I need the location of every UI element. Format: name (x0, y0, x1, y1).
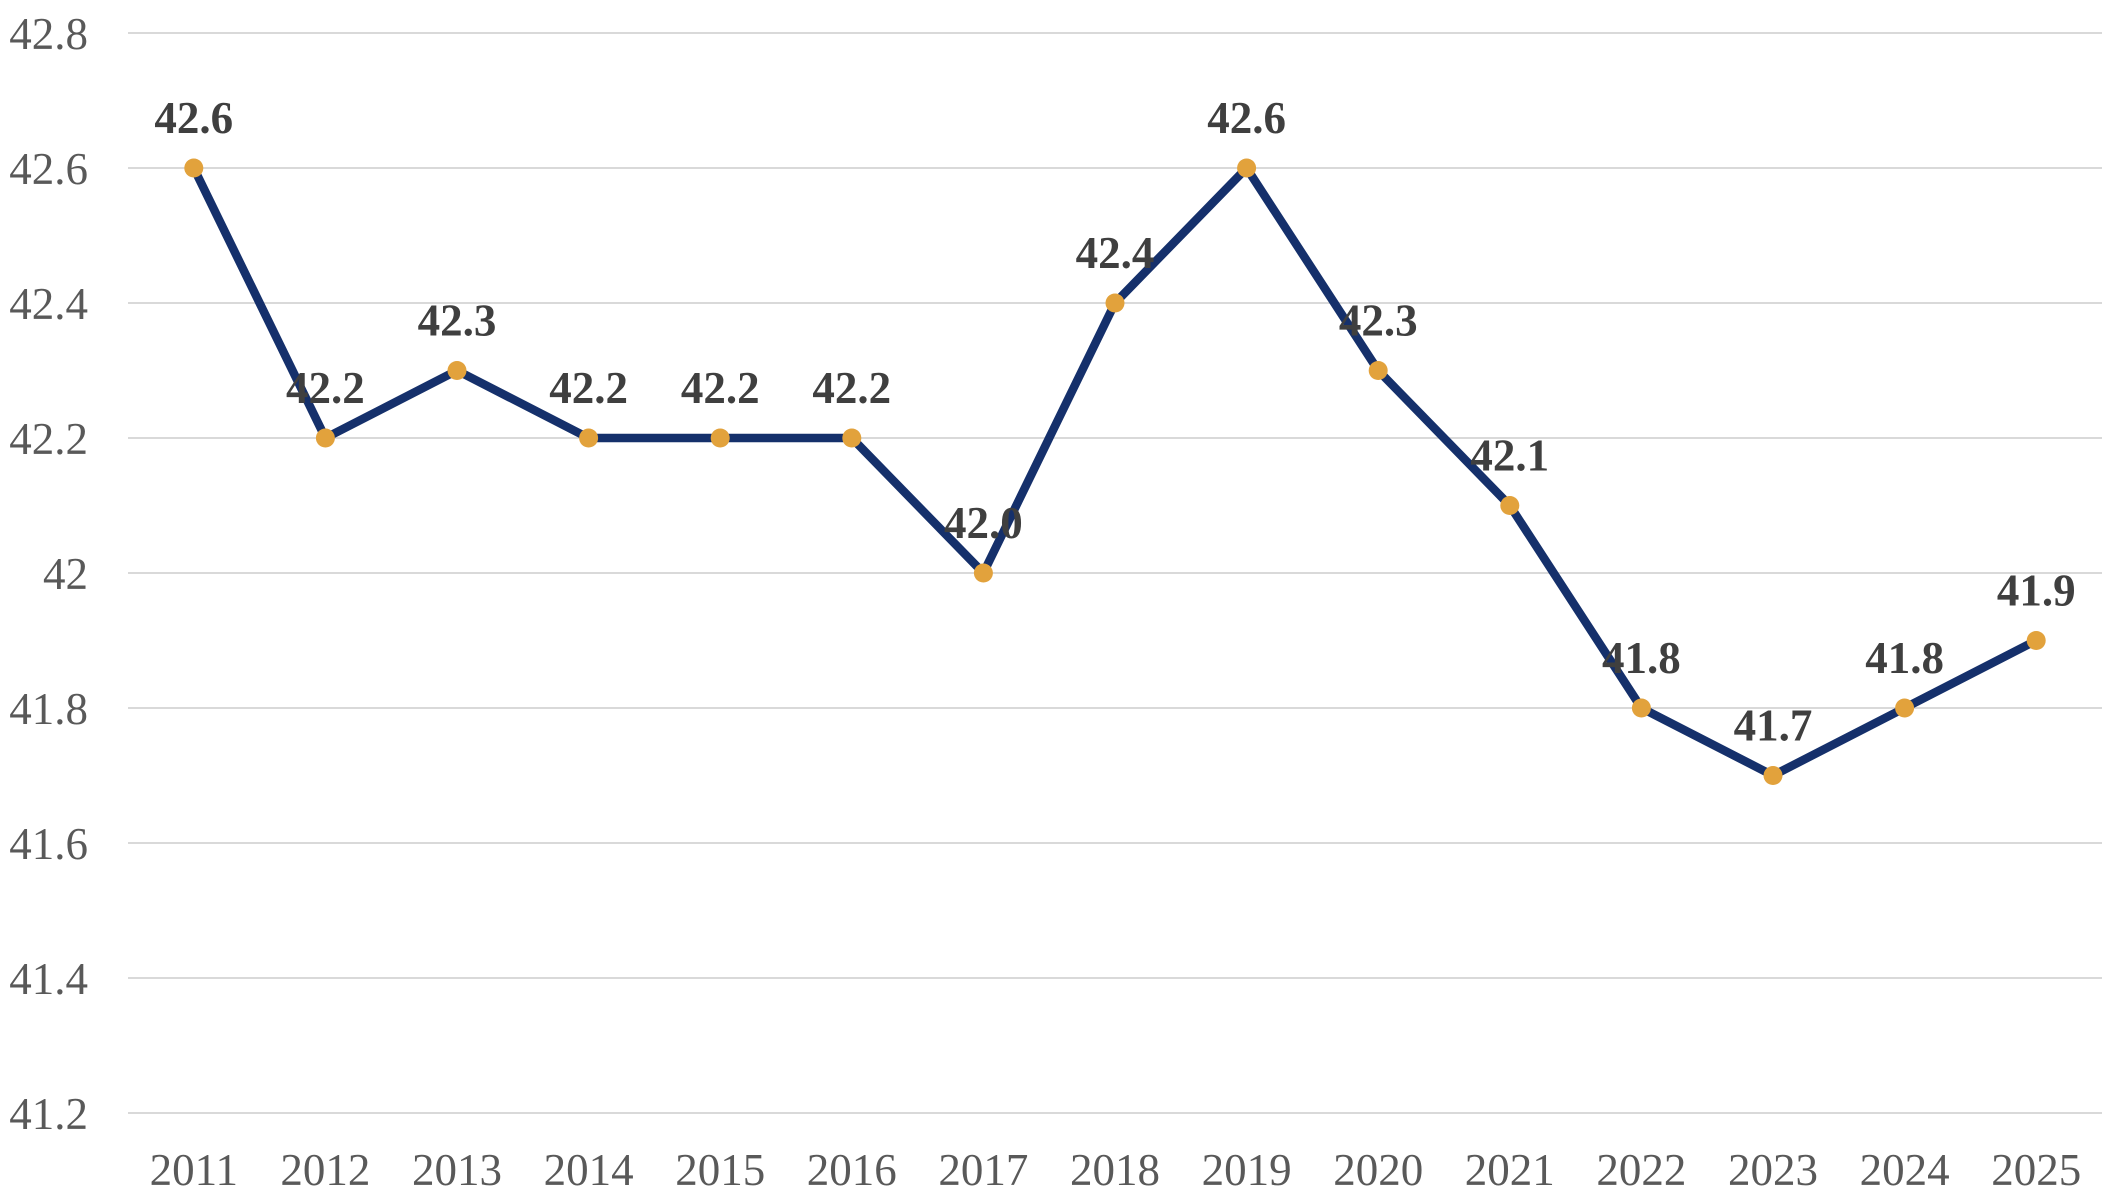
y-axis-tick-label: 42.6 (9, 144, 88, 194)
x-axis-tick-label: 2025 (1991, 1145, 2081, 1195)
data-point-marker (1763, 766, 1783, 785)
data-label: 42.2 (286, 363, 365, 413)
data-label: 42.1 (1470, 431, 1549, 481)
data-point-marker (1368, 361, 1388, 380)
data-label: 42.2 (549, 363, 628, 413)
x-axis-tick-label: 2022 (1596, 1145, 1686, 1195)
data-point-markers (184, 158, 2046, 785)
y-axis-tick-label: 42.4 (9, 279, 88, 329)
data-label: 41.9 (1997, 566, 2076, 616)
gridlines (128, 32, 2102, 1114)
data-label: 42.2 (681, 363, 760, 413)
data-point-marker (1895, 698, 1915, 718)
data-point-marker (1631, 698, 1651, 718)
data-label: 42.6 (1207, 93, 1286, 143)
x-axis-tick-label: 2018 (1070, 1145, 1160, 1195)
data-point-marker (579, 428, 599, 448)
x-axis-tick-label: 2012 (280, 1145, 370, 1195)
x-axis-tick-label: 2024 (1860, 1145, 1950, 1195)
x-axis-tick-label: 2015 (675, 1145, 765, 1195)
data-label: 42.3 (418, 296, 497, 346)
data-point-marker (842, 428, 862, 448)
x-axis-tick-label: 2016 (807, 1145, 897, 1195)
data-labels: 42.6 42.2 42.3 42.2 42.2 42.2 42.0 42.4 42.6 42.3… (154, 93, 2075, 751)
data-point-marker (447, 361, 467, 380)
data-point-marker (1500, 496, 1520, 515)
x-axis-tick-label: 2020 (1333, 1145, 1423, 1195)
x-axis-tick-label: 2011 (150, 1145, 238, 1195)
y-axis-tick-label: 41.8 (9, 684, 88, 734)
data-label: 42.0 (944, 498, 1023, 548)
y-axis-labels: 42.8 42.6 42.4 42.2 42 41.8 41.6 41.4 41.2 (9, 9, 88, 1139)
y-axis-tick-label: 42 (43, 549, 88, 599)
x-axis-tick-label: 2014 (544, 1145, 634, 1195)
y-axis-tick-label: 42.2 (9, 414, 88, 464)
x-axis-tick-label: 2017 (938, 1145, 1028, 1195)
data-label: 42.4 (1076, 228, 1155, 278)
data-point-marker (315, 428, 335, 448)
data-label: 42.3 (1339, 296, 1418, 346)
x-axis-tick-label: 2013 (412, 1145, 502, 1195)
data-label: 41.8 (1865, 633, 1944, 683)
y-axis-tick-label: 41.6 (9, 819, 88, 869)
data-point-marker (710, 428, 730, 448)
data-label: 42.6 (154, 93, 233, 143)
x-axis-tick-label: 2021 (1465, 1145, 1555, 1195)
y-axis-tick-label: 42.8 (9, 9, 88, 59)
data-point-marker (2026, 631, 2046, 650)
data-point-marker (973, 563, 993, 583)
x-axis-tick-label: 2023 (1728, 1145, 1818, 1195)
x-axis-labels: 2011 2012 2013 2014 2015 2016 2017 2018 2019 2020… (150, 1145, 2082, 1195)
data-label: 41.7 (1734, 701, 1813, 751)
data-label: 42.2 (812, 363, 891, 413)
x-axis-tick-label: 2019 (1202, 1145, 1292, 1195)
data-point-marker (1237, 158, 1257, 178)
data-point-marker (184, 158, 204, 178)
y-axis-tick-label: 41.2 (9, 1089, 88, 1139)
data-label: 41.8 (1602, 633, 1681, 683)
data-point-marker (1105, 293, 1125, 313)
y-axis-tick-label: 41.4 (9, 954, 88, 1004)
